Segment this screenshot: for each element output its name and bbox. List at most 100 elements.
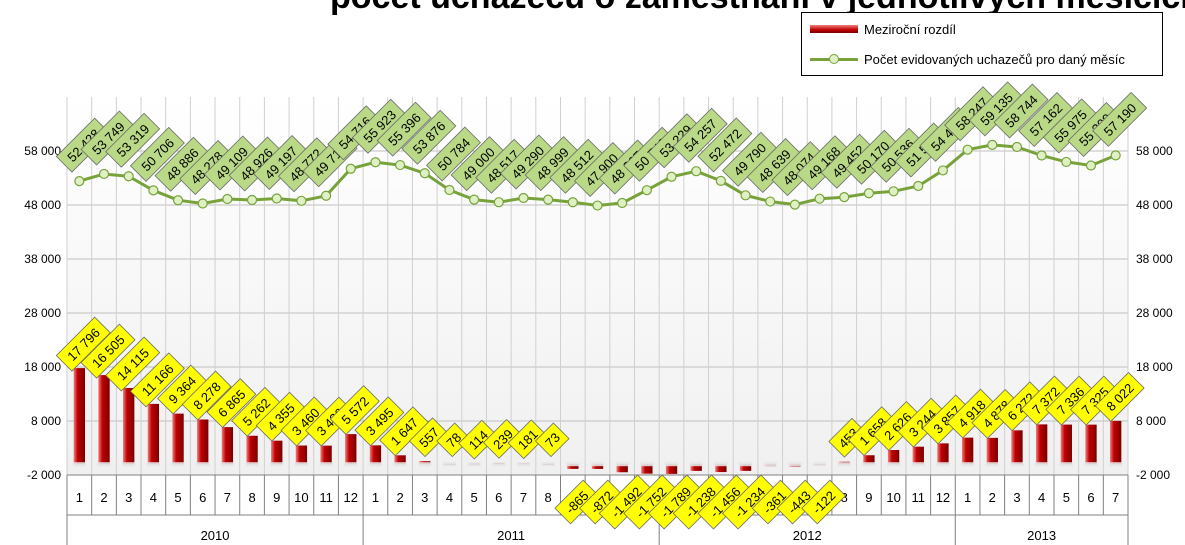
x-tick-label: 7	[224, 490, 231, 505]
y-tick-label-left: 48 000	[24, 198, 61, 212]
line-point	[1085, 160, 1097, 171]
line-data-label-box	[425, 126, 482, 182]
bar	[690, 464, 702, 471]
x-tick-label: 1	[964, 490, 971, 505]
bar-base	[960, 462, 975, 467]
line-point	[962, 144, 973, 155]
bar-base	[788, 462, 802, 467]
bar	[320, 445, 332, 465]
bar	[246, 435, 258, 465]
bar	[369, 445, 382, 465]
bar-base	[146, 462, 161, 467]
bar-base	[615, 462, 629, 467]
line-point	[937, 165, 949, 176]
bar	[937, 443, 949, 465]
bar-base	[344, 462, 358, 467]
x-tick-label: 5	[1063, 490, 1070, 505]
line-point	[913, 180, 924, 192]
bar-base	[1034, 462, 1049, 467]
bar	[739, 464, 752, 471]
line-data-label-box	[672, 107, 728, 163]
x-tick-label: 1	[372, 490, 379, 505]
legend-item-line: Počet evidovaných uchazečů pro daný měsí…	[802, 49, 1125, 69]
x-tick-label: 3	[1013, 490, 1020, 505]
x-tick-label: 6	[199, 490, 206, 505]
bar-data-label-box	[801, 479, 847, 525]
bar-base	[294, 462, 309, 467]
bar-data-label: 73	[534, 422, 570, 458]
bar-base	[516, 462, 531, 467]
line-point	[592, 200, 603, 211]
legend-line-swatch	[810, 53, 858, 65]
bar	[1109, 420, 1122, 465]
x-tick-label: 4	[446, 490, 453, 505]
y-tick-label-right: 18 000	[1136, 360, 1173, 374]
bar-base	[72, 462, 87, 467]
legend-bar-label: Meziroční rozdíl	[864, 21, 956, 37]
x-tick-label: 6	[495, 490, 502, 505]
bar	[665, 464, 678, 474]
bar-data-label-box	[129, 352, 185, 408]
bar	[394, 455, 406, 465]
y-tick-label-left: 38 000	[24, 252, 61, 266]
line-point	[148, 185, 159, 196]
y-tick-label-right: -2 000	[1136, 468, 1170, 482]
line-point	[789, 199, 800, 210]
y-tick-label-right: 8 000	[1136, 414, 1166, 428]
line-point	[666, 171, 677, 182]
y-tick-label-left: 8 000	[31, 414, 61, 428]
line-data-label-box	[129, 126, 185, 182]
bar-base	[886, 462, 901, 467]
x-tick-label: 2	[396, 490, 403, 505]
line-point	[740, 190, 751, 201]
bar-base	[985, 462, 999, 467]
bar	[863, 455, 875, 465]
x-tick-label: 8	[841, 490, 848, 505]
year-label: 2010	[201, 528, 230, 543]
bar	[1011, 430, 1023, 465]
bar-base	[418, 462, 432, 467]
bar	[147, 403, 160, 465]
bar-base	[1010, 462, 1024, 467]
bar-base	[812, 462, 827, 467]
bar-base	[738, 462, 753, 467]
bar	[591, 464, 604, 469]
bar-data-label-box	[1094, 371, 1145, 422]
bar-data-label-box	[354, 396, 405, 447]
bar-data-label: 78	[436, 422, 471, 458]
y-tick-label-left: 28 000	[24, 306, 61, 320]
y-tick-label-right: 48 000	[1136, 198, 1173, 212]
bar-base	[1084, 462, 1098, 467]
x-tick-label: 9	[865, 490, 872, 505]
bar-base	[1059, 462, 1073, 467]
line-point	[765, 196, 776, 207]
bar-base	[541, 462, 555, 467]
bar-base	[936, 462, 950, 467]
line-data-label-box	[1092, 91, 1148, 147]
bar-base	[171, 462, 185, 467]
x-tick-label: 2	[989, 490, 996, 505]
line-series	[74, 139, 1121, 211]
bar-base	[862, 462, 876, 467]
line-point	[1110, 150, 1121, 161]
legend-bar-swatch	[810, 25, 858, 33]
bar-data-label-box	[436, 422, 471, 458]
line-point	[172, 195, 184, 206]
line-point	[271, 193, 282, 204]
x-tick-label: 9	[273, 490, 280, 505]
x-tick-label: 8	[545, 490, 552, 505]
line-point	[518, 192, 529, 204]
y-tick-label-right: 28 000	[1136, 306, 1173, 320]
line-point	[617, 197, 628, 209]
x-tick-label: 12	[936, 490, 950, 505]
line-point	[1011, 141, 1023, 153]
x-tick-label: 7	[520, 490, 527, 505]
bar-data-label-box	[55, 316, 111, 372]
bar	[197, 419, 209, 465]
x-tick-label: 5	[174, 490, 181, 505]
x-tick-label: 8	[248, 490, 255, 505]
bar-base	[319, 462, 333, 467]
bar	[616, 464, 628, 473]
bar-data-label-box	[105, 336, 161, 392]
